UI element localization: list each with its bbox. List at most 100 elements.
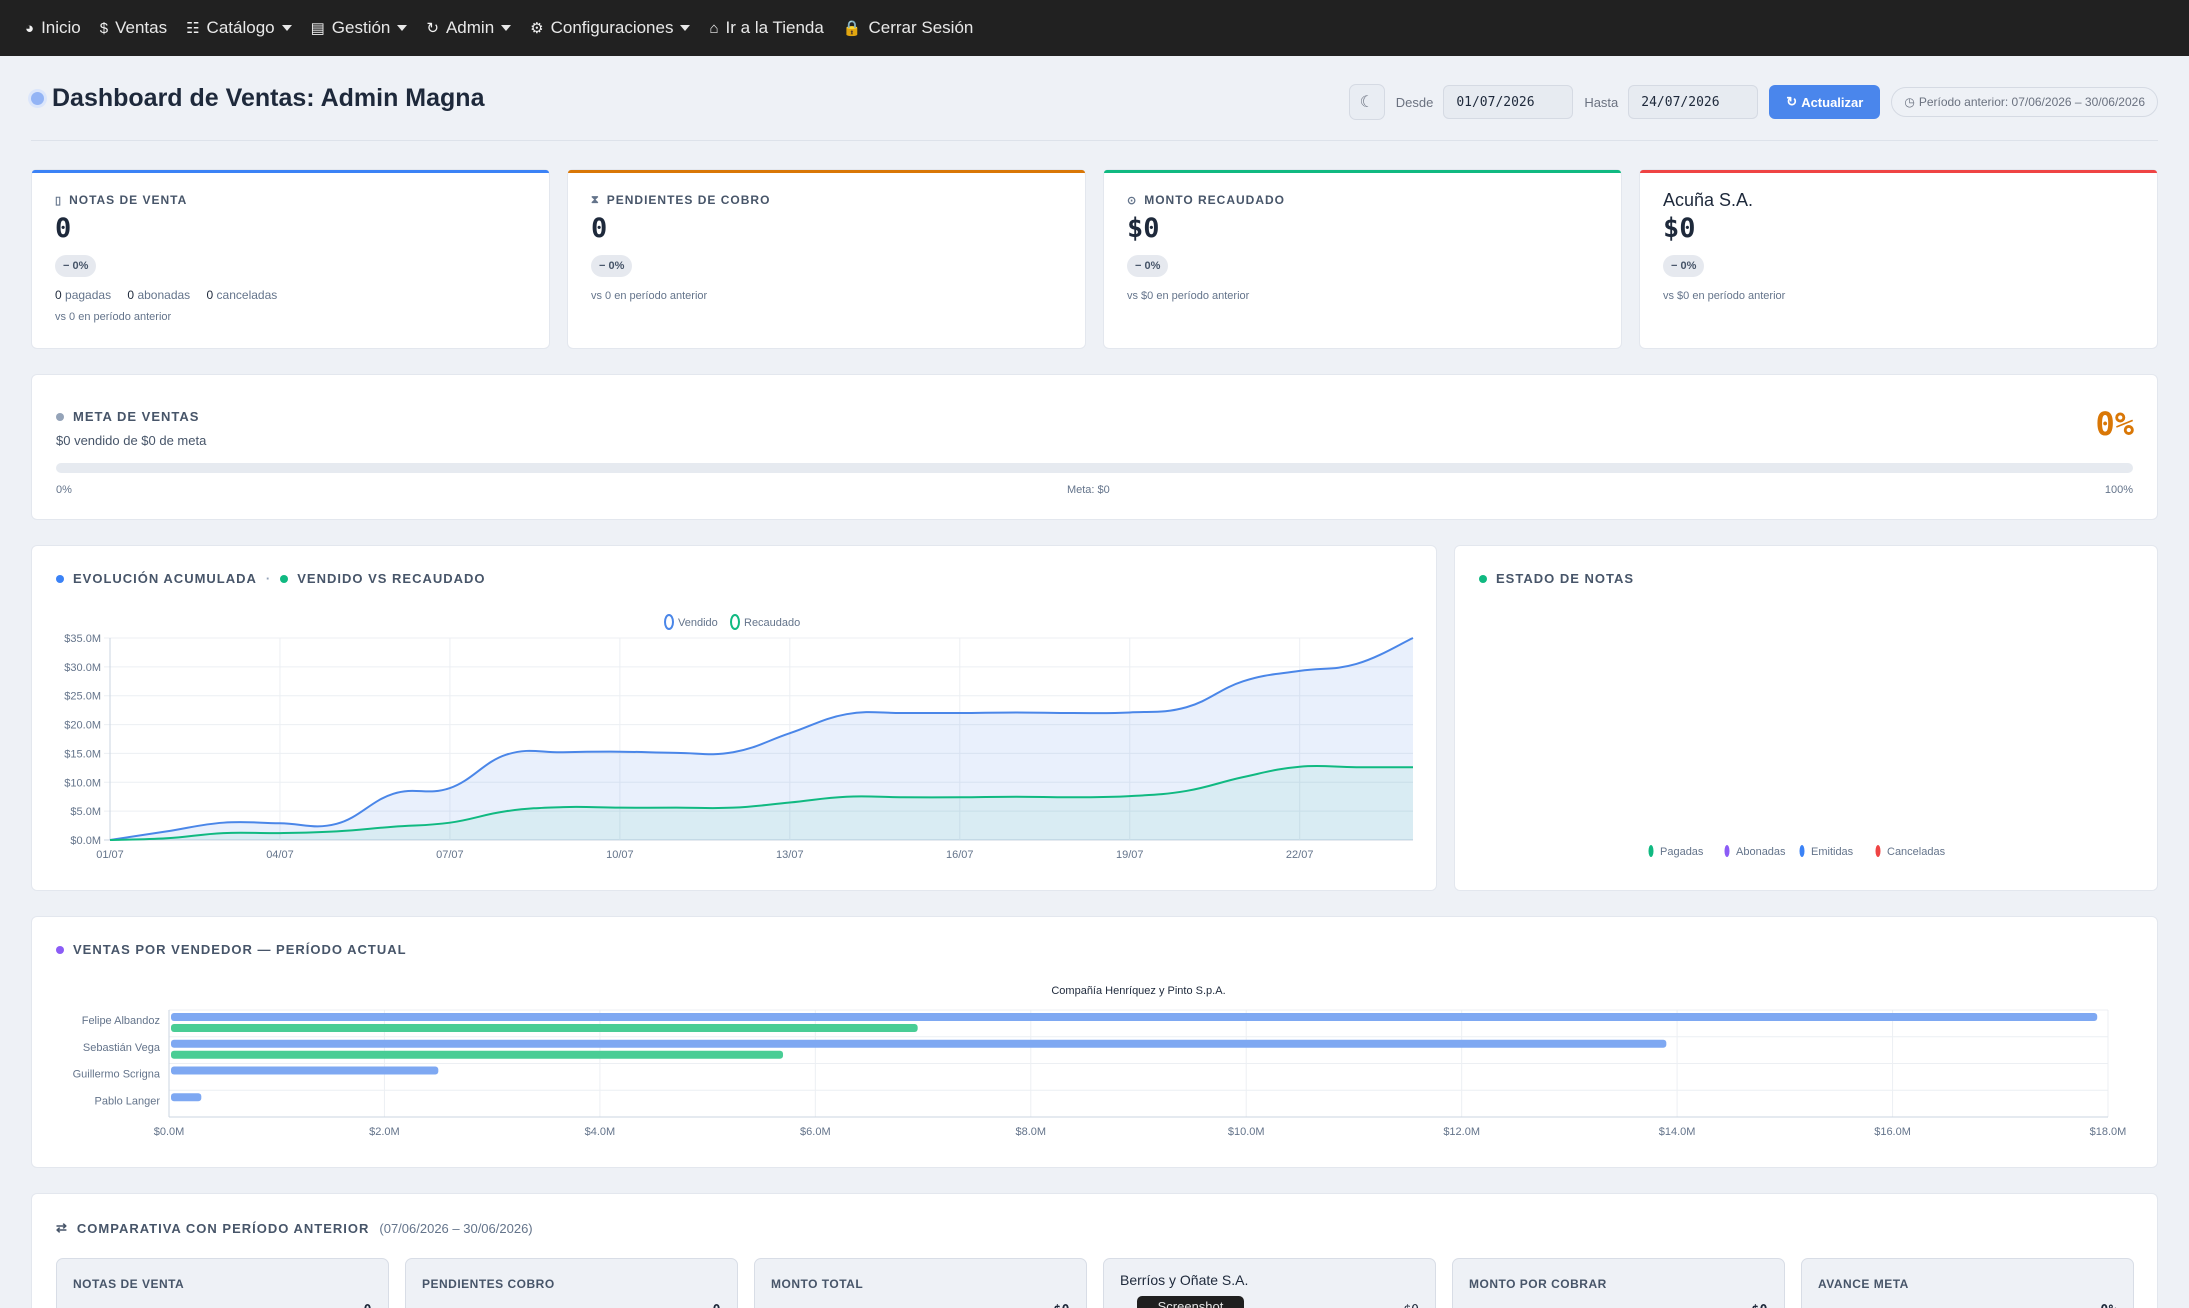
refresh-icon: ↻ <box>426 20 439 37</box>
x-tick-label: $16.0M <box>1874 1126 1911 1138</box>
sellers-chart-card: VENTAS POR VENDEDOR — PERÍODO ACTUAL $0.… <box>31 916 2158 1168</box>
y-category-label: Sebastián Vega <box>83 1042 161 1054</box>
comparison-box: AVANCE META 0% <box>1801 1258 2134 1308</box>
tooltip: Screenshot <box>1137 1296 1244 1308</box>
desde-date-input[interactable] <box>1443 85 1574 119</box>
delta-badge: − 0% <box>55 255 97 277</box>
nav-item-admin[interactable]: ↻ Admin <box>426 18 512 38</box>
refresh-icon: ↻ <box>1786 94 1798 109</box>
nav-item-cat-logo[interactable]: ☷ Catálogo <box>186 18 292 38</box>
previous-period-badge: ◷ Período anterior: 07/06/2026 – 30/06/20… <box>1891 87 2158 117</box>
seller-bar[interactable] <box>171 1093 202 1102</box>
comparison-title: VENDIDO VS RECAUDADO <box>297 571 486 586</box>
seller-bar[interactable] <box>171 1013 2098 1021</box>
x-tick-label: $0.0M <box>154 1126 185 1138</box>
status-title: ESTADO DE NOTAS <box>1496 571 1635 586</box>
seller-bar[interactable] <box>171 1024 918 1032</box>
meta-scale: 0% Meta: $0 100% <box>56 484 2133 496</box>
x-tick-label: $8.0M <box>1015 1126 1046 1138</box>
comparison-boxes: NOTAS DE VENTA 0 PENDIENTES COBRO 0 MONTO TO… <box>56 1258 2150 1308</box>
desde-label: Desde <box>1395 94 1434 110</box>
document-icon: ▯ <box>55 194 63 207</box>
kpi-comparison-note: vs 0 en período anterior <box>591 290 708 302</box>
legend-marker-canceladas[interactable] <box>1875 845 1881 857</box>
kpi-card-monto: ⊙ MONTO RECAUDADO $0 − 0% vs $0 en períod… <box>1103 169 1622 349</box>
refresh-button-label: Actualizar <box>1801 94 1864 110</box>
lock-icon: 🔒 <box>842 20 862 37</box>
hourglass-icon: ⧗ <box>591 193 600 206</box>
status-chart-header: ESTADO DE NOTAS <box>1479 571 1634 586</box>
caret-down-icon <box>281 25 292 31</box>
nav-item-label: Admin <box>445 18 495 37</box>
comparison-box: NOTAS DE VENTA 0 <box>56 1258 389 1308</box>
y-tick-label: $0.0M <box>70 835 101 847</box>
nav-item-label: Inicio <box>41 18 81 37</box>
y-tick-label: $10.0M <box>64 777 101 789</box>
evolution-title: EVOLUCIÓN ACUMULADA <box>73 571 257 586</box>
comparison-box: MONTO TOTAL $0 <box>754 1258 1087 1308</box>
sellers-bar-chart: $0.0M $2.0M $4.0M $6.0M $8.0M $10.0M $12.0M $14… <box>73 985 2127 1138</box>
list-icon: ☷ <box>186 20 200 37</box>
legend-marker[interactable] <box>664 614 674 630</box>
kpi-label: MONTO RECAUDADO <box>1144 193 1285 207</box>
legend-marker-pagadas[interactable] <box>1648 845 1654 857</box>
nav-item-gesti-n[interactable]: ▤ Gestión <box>311 18 408 38</box>
page-header: Dashboard de Ventas: Admin Magna <box>31 84 484 113</box>
kpi-company-name: Acuña S.A. <box>1663 190 1754 210</box>
previous-period-text: Período anterior: 07/06/2026 – 30/06/202… <box>1918 95 2145 109</box>
y-tick-label: $25.0M <box>64 691 101 703</box>
series-dot-green <box>280 574 289 583</box>
kpi-accent-bar <box>32 170 549 173</box>
nav-item-inicio[interactable]: ◕ Inicio <box>25 18 81 38</box>
delta-value: 0% <box>1144 260 1161 272</box>
nav-item-ventas[interactable]: $ Ventas <box>100 18 167 38</box>
x-tick-label: 07/07 <box>436 849 464 861</box>
seller-bar[interactable] <box>171 1050 784 1059</box>
kpi-accent-bar <box>1104 170 1621 173</box>
kpi-value: $0 <box>1663 213 1696 244</box>
seller-bar[interactable] <box>171 1066 439 1075</box>
sellers-chart-header: VENTAS POR VENDEDOR — PERÍODO ACTUAL <box>56 942 407 957</box>
target-icon <box>56 412 64 421</box>
refresh-button[interactable]: ↻ Actualizar <box>1769 85 1881 119</box>
check-circle-icon: ⊙ <box>1127 194 1138 207</box>
nav-item-label: Ir a la Tienda <box>725 18 824 37</box>
x-tick-label: $14.0M <box>1659 1126 1696 1138</box>
comparison-box-label: Berríos y Oñate S.A. <box>1120 1272 1249 1288</box>
legend-marker-emitidas[interactable] <box>1799 845 1805 857</box>
x-tick-label: 13/07 <box>776 849 804 861</box>
comparison-card: ⇄ COMPARATIVA CON PERÍODO ANTERIOR (07/06/… <box>31 1193 2158 1308</box>
header-divider <box>31 140 2158 141</box>
kpi-card-notas: ▯ NOTAS DE VENTA 0 − 0% 0 pagadas 0 abona… <box>31 169 550 349</box>
theme-toggle-button[interactable]: ☾ <box>1348 84 1385 120</box>
nav-item-label: Ventas <box>115 18 168 37</box>
kpi-breakdown: 0 pagadas 0 abonadas 0 canceladas <box>55 288 526 304</box>
gear-icon: ⚙ <box>530 20 544 37</box>
delta-value: 0% <box>608 260 625 272</box>
status-chart-card: ESTADO DE NOTAS Pagadas Abonadas Emitidas C… <box>1454 545 2158 891</box>
series-area-recaudado <box>110 765 1413 840</box>
kpi-accent-bar <box>1640 170 2157 173</box>
legend-marker[interactable] <box>730 614 740 630</box>
nav-item-configuraciones[interactable]: ⚙ Configuraciones <box>530 18 691 38</box>
header-controls: ☾ Desde Hasta ↻Actualizar ◷Período anter… <box>1348 84 2158 120</box>
comparison-box: MONTO POR COBRAR $0 <box>1452 1258 1785 1308</box>
comparison-box-label: NOTAS DE VENTA <box>73 1277 185 1291</box>
nav-item-ir-a-la-tienda[interactable]: ⌂ Ir a la Tienda <box>709 18 823 38</box>
seller-bar[interactable] <box>171 1039 1667 1048</box>
comparison-box-value: $0 <box>1053 1303 1070 1308</box>
y-category-label: Guillermo Scrigna <box>73 1069 161 1081</box>
delta-value: 0% <box>1680 260 1697 272</box>
comparison-box-value: 0% <box>2100 1303 2117 1308</box>
nav-item-label: Configuraciones <box>550 18 674 37</box>
abonadas-count: 0 <box>127 288 135 302</box>
comparison-title: COMPARATIVA CON PERÍODO ANTERIOR <box>76 1220 370 1236</box>
legend-marker-abonadas[interactable] <box>1724 845 1730 857</box>
series-area-vendido <box>110 638 1413 840</box>
hasta-date-input[interactable] <box>1628 85 1759 119</box>
nav-item-cerrar-sesi-n[interactable]: 🔒 Cerrar Sesión <box>843 18 974 38</box>
meta-percentage: 0% <box>2095 405 2134 443</box>
kpi-accent-bar <box>568 170 1085 173</box>
pagadas-label: pagadas <box>65 288 112 302</box>
caret-down-icon <box>397 25 408 31</box>
